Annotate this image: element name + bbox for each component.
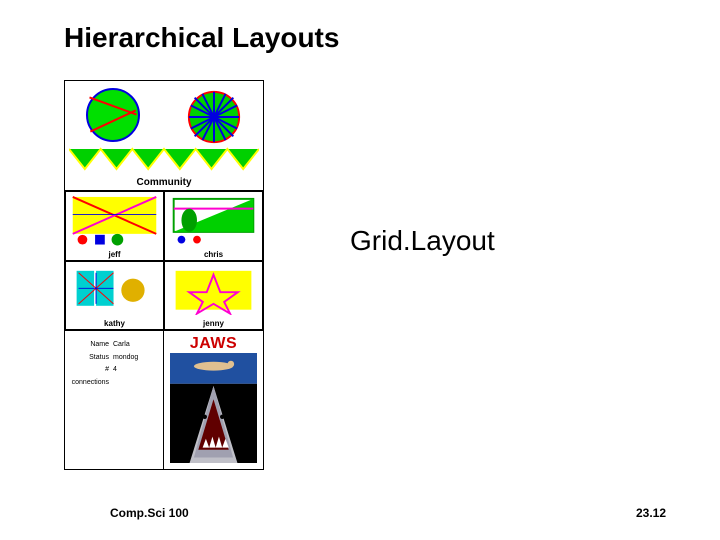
- detail-row: Name Carla: [69, 339, 159, 352]
- grid-cell-chris: chris: [164, 191, 263, 261]
- grid-panel: jeff chris: [65, 191, 263, 331]
- grid-cell-jeff: jeff: [65, 191, 164, 261]
- footer-page: 23.12: [636, 506, 666, 520]
- detail-key: # connections: [69, 364, 113, 389]
- detail-row: Status mondog: [69, 352, 159, 365]
- detail-panel: Name Carla Status mondog # connections 4…: [65, 331, 263, 469]
- detail-key: Name: [69, 339, 113, 352]
- slide-title: Hierarchical Layouts: [64, 22, 339, 54]
- hierarchical-figure: Community jeff: [64, 80, 264, 470]
- community-node-left: [86, 88, 144, 146]
- jaws-poster: JAWS: [164, 331, 263, 469]
- grid-layout-label: Grid.Layout: [350, 225, 495, 257]
- detail-key: Status: [69, 352, 113, 365]
- footer-course: Comp.Sci 100: [110, 506, 189, 520]
- detail-text: Name Carla Status mondog # connections 4: [65, 331, 164, 469]
- cell-label: kathy: [66, 319, 163, 328]
- cell-label: jenny: [165, 319, 262, 328]
- zigzag-divider: [69, 147, 259, 171]
- jaws-art: [170, 353, 257, 463]
- jaws-title: JAWS: [164, 335, 263, 353]
- cell-label: jeff: [66, 250, 163, 259]
- community-node-right: [185, 88, 243, 146]
- detail-val: Carla: [113, 339, 159, 352]
- cell-label: chris: [165, 250, 262, 259]
- detail-row: # connections 4: [69, 364, 159, 389]
- grid-cell-jenny: jenny: [164, 261, 263, 331]
- detail-val: mondog: [113, 352, 159, 365]
- community-caption: Community: [65, 177, 263, 188]
- detail-val: 4: [113, 364, 159, 389]
- community-panel: Community: [65, 81, 263, 191]
- grid-cell-kathy: kathy: [65, 261, 164, 331]
